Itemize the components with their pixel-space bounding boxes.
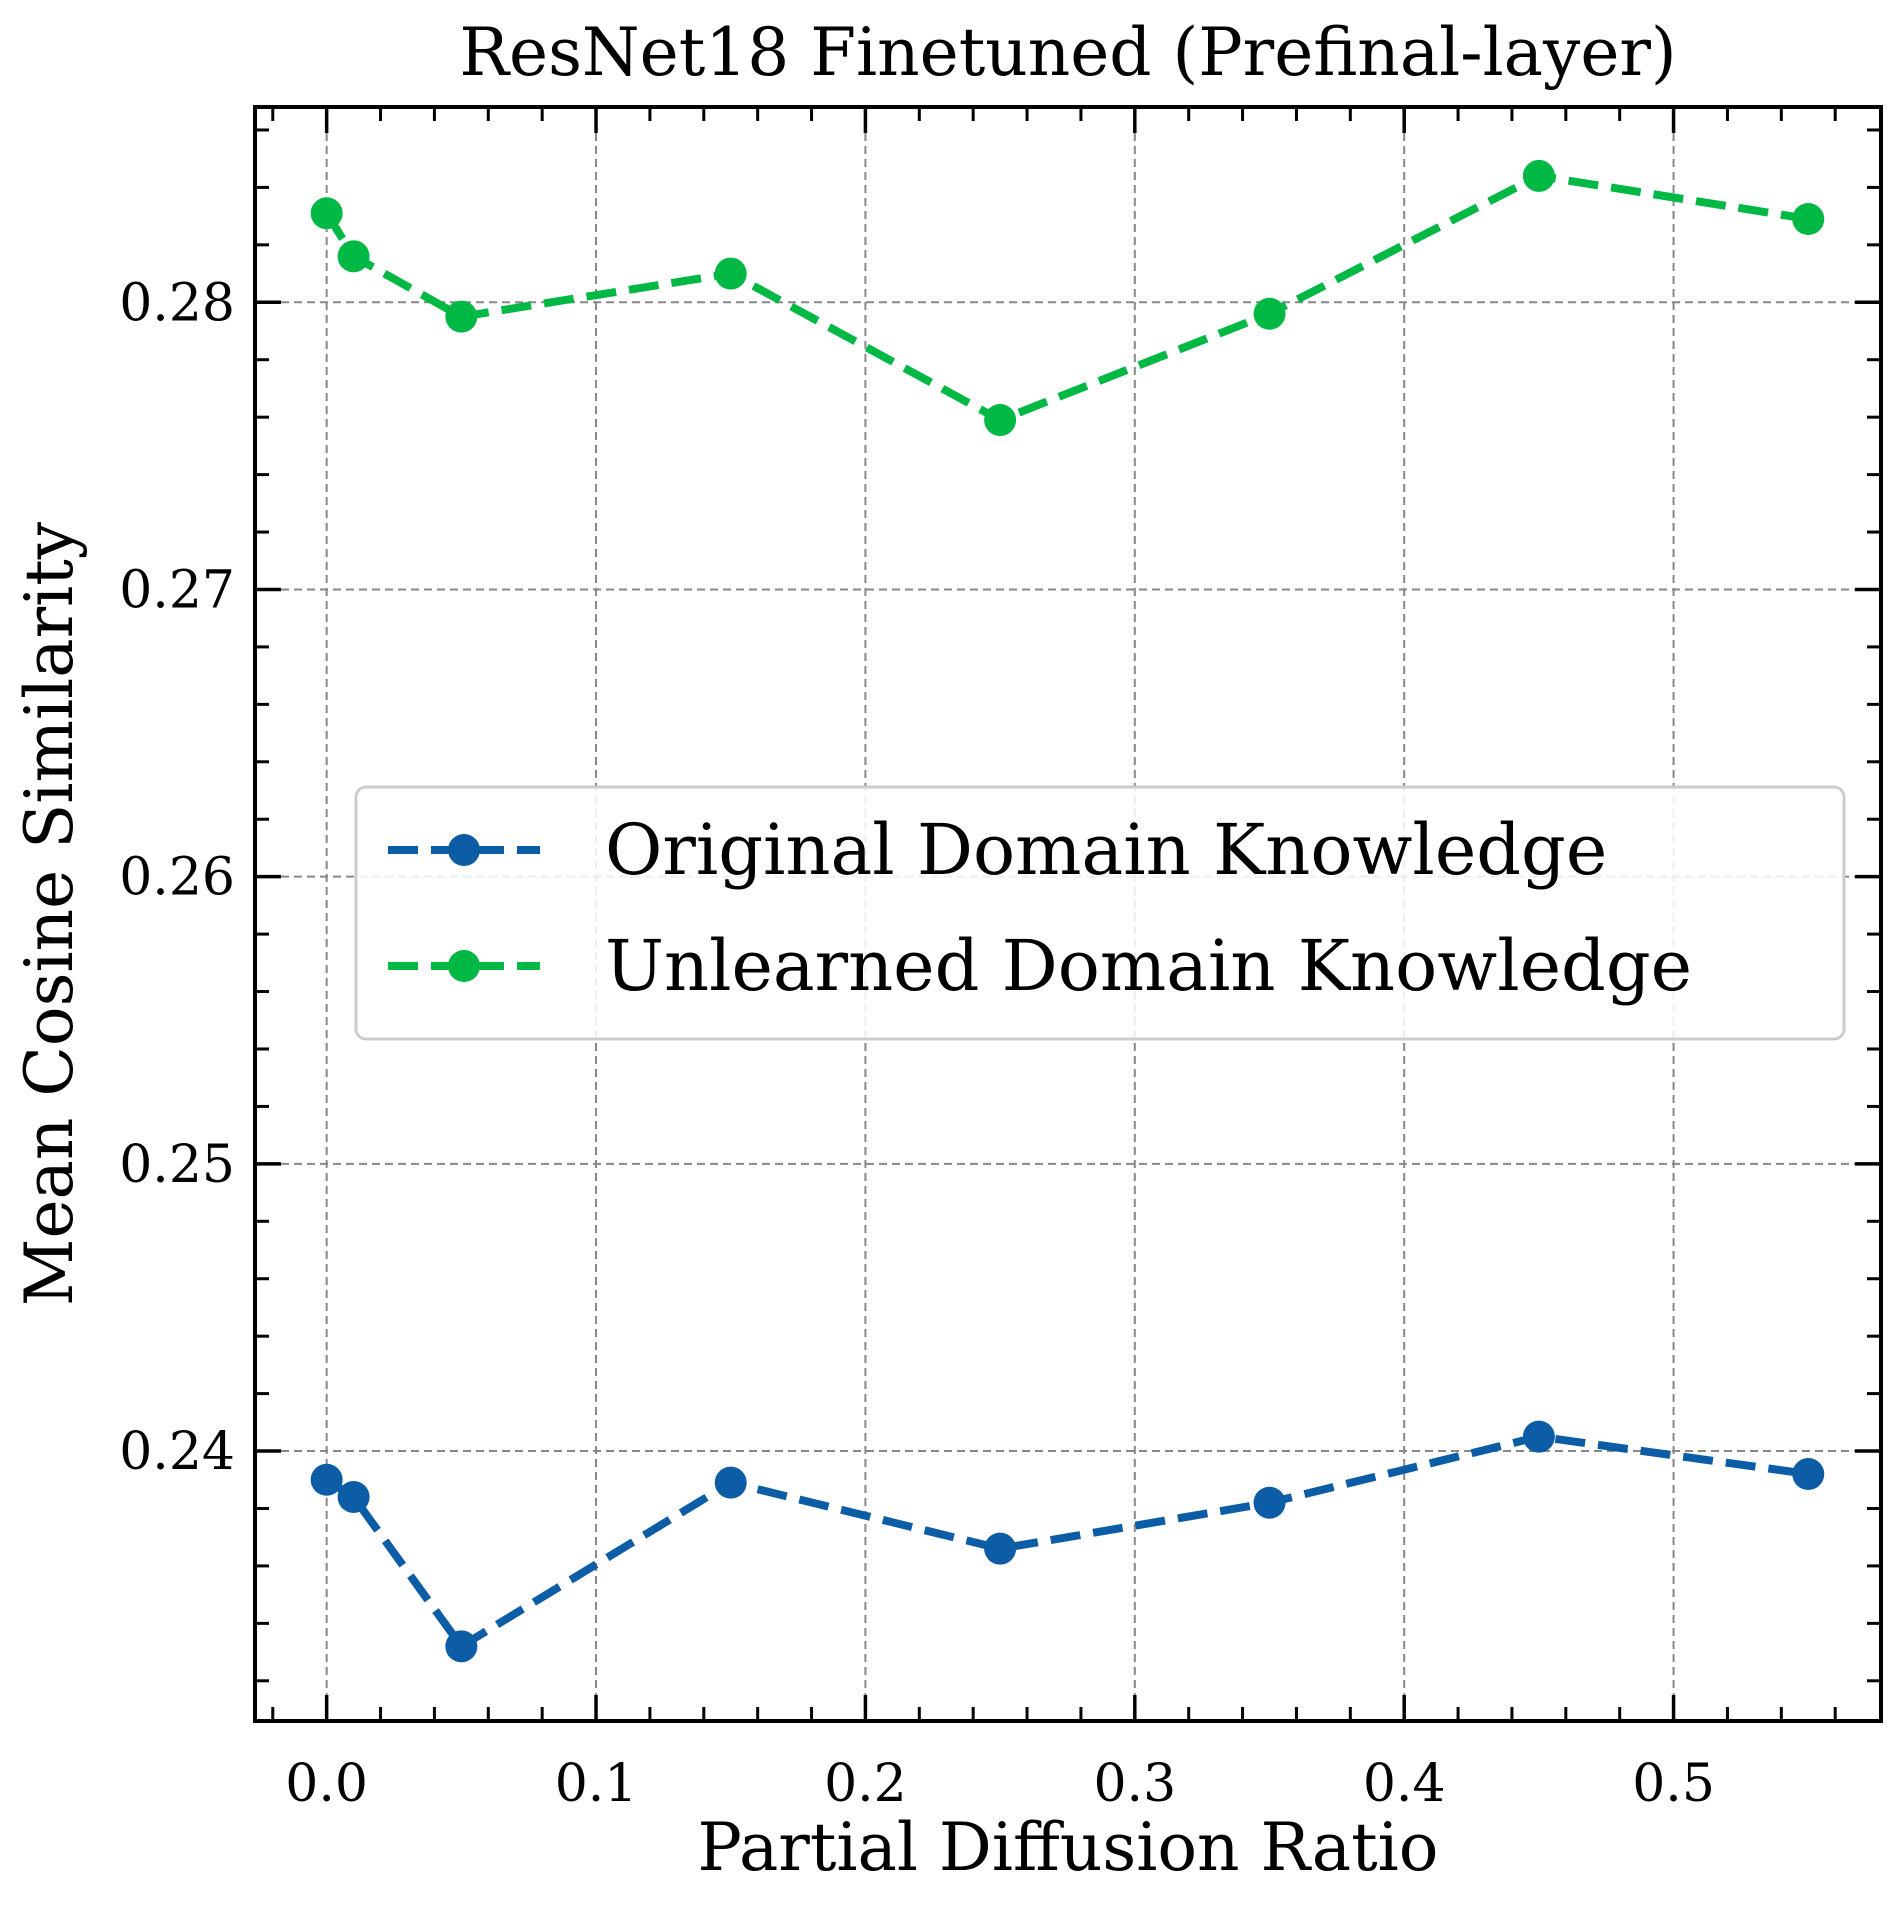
plot-frame [253, 105, 1883, 1723]
data-point [1253, 297, 1286, 330]
tick-labels: 0.0 0.1 0.2 0.3 0.4 0.5 0.24 0.25 0.26 0.27 0.28 [119, 273, 1715, 1814]
data-point [1522, 159, 1555, 192]
x-tick-label: 0.5 [1632, 1754, 1715, 1814]
data-point [445, 1630, 478, 1663]
data-point [310, 1463, 343, 1496]
series [310, 159, 1825, 1663]
legend-box [354, 785, 1846, 1041]
x-tick-label: 0.1 [555, 1754, 638, 1814]
data-point [1792, 203, 1825, 236]
y-tick-label: 0.24 [119, 1422, 235, 1482]
legend-label: Unlearned Domain Knowledge [605, 925, 1692, 1007]
data-point [984, 1532, 1017, 1565]
x-tick-label: 0.3 [1093, 1754, 1176, 1814]
data-point [445, 300, 478, 333]
legend-marker [448, 834, 480, 866]
y-axis-label: Mean Cosine Similarity [11, 521, 88, 1306]
data-point [714, 257, 747, 290]
data-point [1253, 1486, 1286, 1519]
y-tick-label: 0.26 [119, 848, 235, 908]
legend-marker [448, 950, 480, 982]
y-tick-label: 0.27 [119, 560, 235, 620]
data-point [984, 404, 1017, 437]
data-point [337, 1480, 370, 1513]
legend: Original Domain Knowledge Unlearned Domai… [354, 785, 1846, 1041]
data-point [714, 1466, 747, 1499]
data-point [1522, 1420, 1555, 1453]
x-tick-label: 0.0 [285, 1754, 368, 1814]
x-tick-label: 0.4 [1363, 1754, 1446, 1814]
series-line [323, 171, 1809, 425]
data-point [310, 197, 343, 230]
x-tick-label: 0.2 [824, 1754, 907, 1814]
chart-title: ResNet18 Finetuned (Prefinal-layer) [459, 14, 1676, 91]
series-line [324, 1432, 1809, 1652]
data-point [337, 240, 370, 273]
y-tick-label: 0.25 [119, 1135, 235, 1195]
ticks [255, 107, 1881, 1721]
legend-label: Original Domain Knowledge [605, 809, 1607, 891]
x-axis-label: Partial Diffusion Ratio [698, 1809, 1439, 1886]
y-tick-label: 0.28 [119, 273, 235, 333]
data-point [1792, 1458, 1825, 1491]
